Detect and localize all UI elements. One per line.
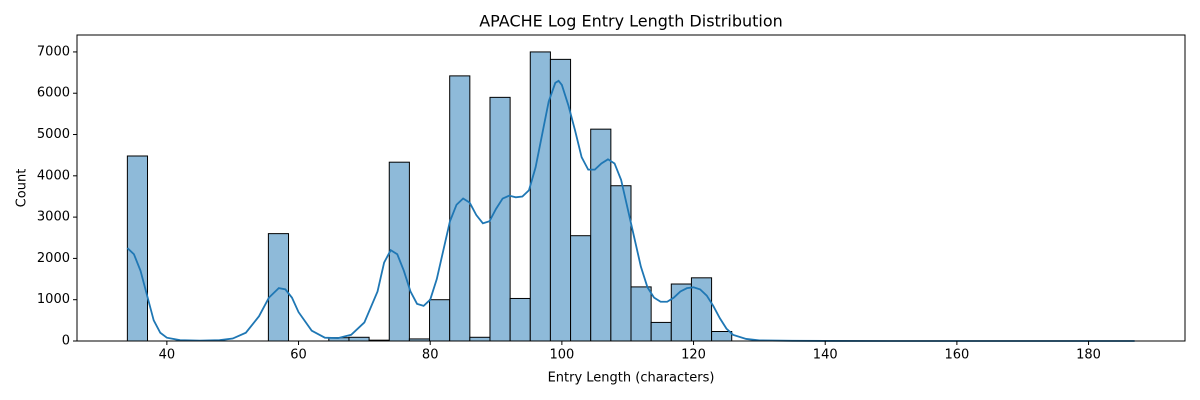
x-tick-label: 80 [422, 348, 439, 363]
y-tick-label: 0 [62, 334, 70, 349]
bar [126, 155, 149, 342]
chart-title: APACHE Log Entry Length Distribution [479, 12, 783, 31]
y-tick-label: 4000 [37, 168, 70, 183]
x-tick-label: 40 [159, 348, 176, 363]
x-tick-label: 100 [549, 348, 574, 363]
bar [469, 336, 491, 342]
bar [630, 286, 652, 342]
bar [570, 235, 592, 342]
bar [711, 331, 733, 342]
bar [348, 336, 370, 342]
y-tick-label: 5000 [37, 127, 70, 142]
y-tick-label: 7000 [37, 44, 70, 59]
y-tick-label: 6000 [37, 86, 70, 101]
bar [509, 297, 531, 342]
kde-line [126, 79, 1135, 342]
bar [670, 283, 692, 342]
x-tick-label: 180 [1076, 348, 1101, 363]
y-axis-label: Count [15, 169, 30, 208]
bar [650, 321, 672, 342]
x-tick-label: 60 [290, 348, 307, 363]
x-tick-label: 140 [813, 348, 838, 363]
x-axis-label: Entry Length (characters) [548, 371, 715, 386]
x-tick-label: 120 [681, 348, 706, 363]
plot-frame [76, 34, 1186, 342]
x-tick-label: 160 [944, 348, 969, 363]
bar [590, 128, 612, 342]
y-tick-label: 2000 [37, 251, 70, 266]
y-tick-label: 1000 [37, 292, 70, 307]
bar [429, 299, 451, 342]
y-tick-label: 3000 [37, 210, 70, 225]
bar [529, 51, 551, 342]
bar [489, 96, 511, 342]
bar [449, 75, 471, 342]
